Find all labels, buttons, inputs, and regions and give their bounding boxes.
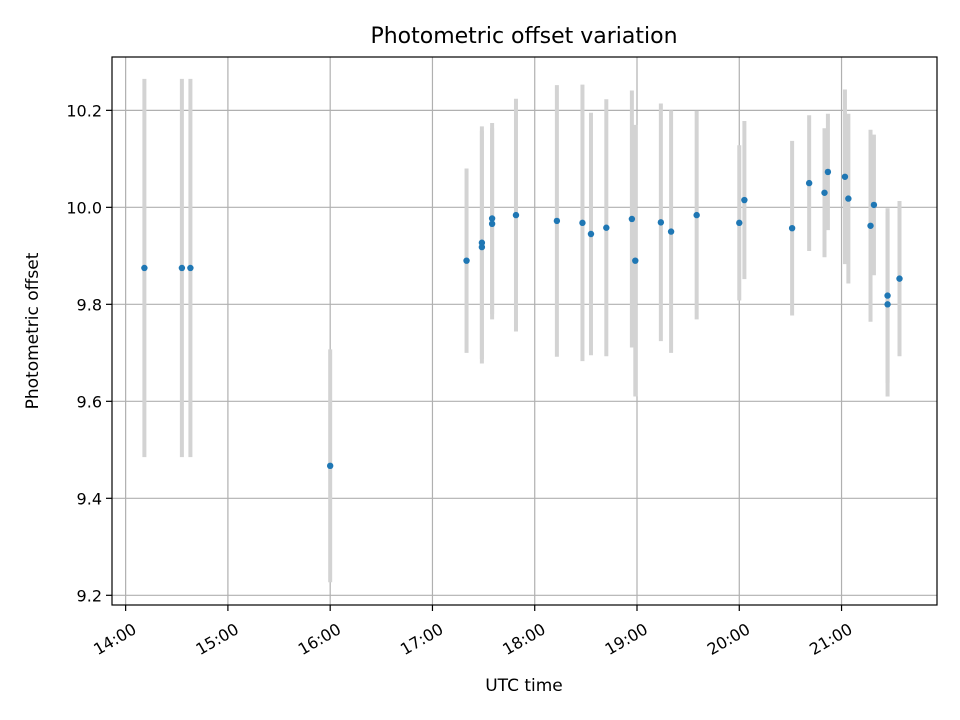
data-point	[187, 264, 194, 272]
data-point	[841, 173, 849, 180]
data-point	[824, 168, 832, 176]
data-point	[884, 301, 891, 308]
data-point	[867, 222, 874, 229]
data-point	[741, 196, 748, 204]
data-point	[579, 219, 586, 227]
y-tick-label: 9.2	[77, 586, 102, 605]
x-tick-label: 17:00	[397, 619, 446, 659]
x-tick-label: 21:00	[806, 619, 855, 659]
plot-frame	[111, 56, 938, 606]
y-tick-label: 9.4	[77, 489, 102, 508]
y-tick-label: 10.0	[66, 198, 102, 217]
data-point	[667, 228, 675, 235]
grid	[112, 57, 937, 605]
data-point	[657, 219, 665, 226]
data-point	[805, 179, 813, 187]
x-tick-label: 16:00	[295, 619, 344, 659]
chart-title: Photometric offset variation	[370, 24, 677, 49]
data-point	[587, 230, 595, 238]
x-tick-label: 19:00	[602, 619, 651, 659]
data-point	[821, 189, 828, 196]
y-tick-label: 9.6	[77, 392, 102, 411]
data-point	[512, 211, 520, 219]
data-point	[632, 257, 639, 264]
data-point	[141, 264, 148, 272]
y-axis: 9.2 9.4 9.6 9.8 10.0 10.2	[66, 101, 112, 605]
data-point	[488, 215, 496, 222]
data-point	[788, 224, 796, 232]
data-points	[141, 168, 903, 470]
data-point	[178, 264, 186, 272]
data-point	[870, 201, 878, 209]
x-tick-label: 20:00	[704, 619, 753, 659]
data-point	[628, 215, 636, 223]
data-point	[884, 292, 891, 299]
x-tick-label: 18:00	[499, 619, 548, 659]
data-point	[463, 257, 470, 264]
data-point	[896, 275, 903, 282]
y-tick-label: 9.8	[77, 295, 102, 314]
x-tick-label: 15:00	[192, 619, 241, 659]
data-point	[326, 462, 334, 470]
data-point	[693, 211, 700, 219]
y-axis-label: Photometric offset	[23, 252, 43, 409]
data-point	[478, 239, 486, 246]
data-point	[603, 224, 610, 231]
error-bars	[142, 78, 902, 583]
y-tick-label: 10.2	[66, 101, 102, 120]
data-point	[845, 195, 852, 202]
x-axis-label: UTC time	[485, 676, 563, 696]
x-tick-label: 14:00	[90, 619, 139, 659]
data-point	[736, 219, 743, 227]
data-point	[553, 217, 561, 225]
data-point	[488, 220, 496, 228]
x-axis: 14:00 15:00 16:00 17:00 18:00 19:00 20:00 21:00	[90, 605, 856, 659]
